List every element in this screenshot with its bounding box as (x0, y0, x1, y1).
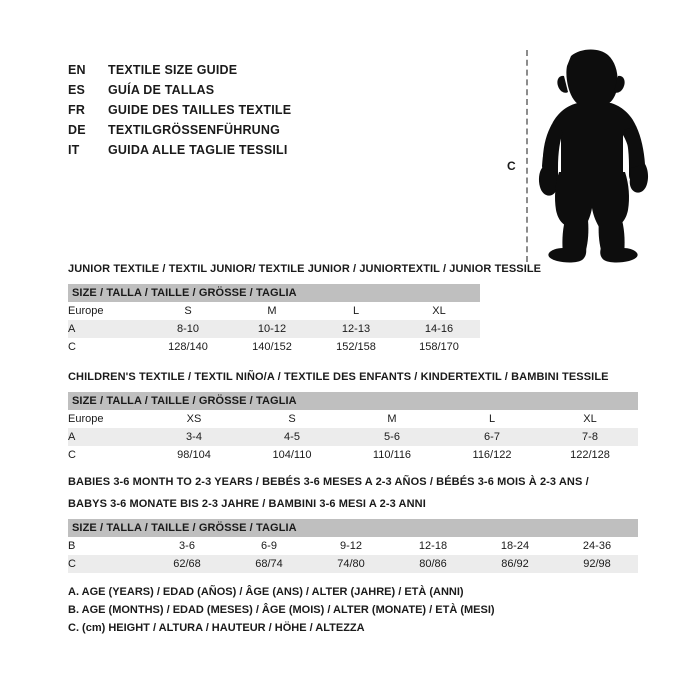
table-row: A 3-4 4-5 5-6 6-7 7-8 (68, 428, 638, 446)
junior-row-label-europe: Europe (68, 302, 146, 320)
children-a-4: 7-8 (542, 428, 638, 446)
children-a-3: 6-7 (442, 428, 542, 446)
children-europe-3: L (442, 410, 542, 428)
babies-row-label-b: B (68, 537, 146, 555)
children-europe-4: XL (542, 410, 638, 428)
babies-b-5: 24-36 (556, 537, 638, 555)
table-band-row: SIZE / TALLA / TAILLE / GRÖSSE / TAGLIA (68, 284, 480, 302)
height-measure-label: C (507, 159, 516, 173)
language-row-es: ES GUÍA DE TALLAS (68, 83, 398, 103)
table-band-row: SIZE / TALLA / TAILLE / GRÖSSE / TAGLIA (68, 519, 638, 537)
section-title-babies-line1: BABIES 3-6 MONTH TO 2-3 YEARS / BEBÉS 3-… (68, 476, 589, 488)
table-row: A 8-10 10-12 12-13 14-16 (68, 320, 480, 338)
children-c-1: 104/110 (242, 446, 342, 464)
language-title-fr: GUIDE DES TAILLES TEXTILE (108, 103, 292, 117)
children-europe-2: M (342, 410, 442, 428)
babies-c-3: 80/86 (392, 555, 474, 573)
junior-a-0: 8-10 (146, 320, 230, 338)
children-row-label-europe: Europe (68, 410, 146, 428)
toddler-silhouette-icon (538, 49, 649, 263)
table-row: C 98/104 104/110 110/116 116/122 122/128 (68, 446, 638, 464)
language-title-es: GUÍA DE TALLAS (108, 83, 215, 97)
junior-size-table: SIZE / TALLA / TAILLE / GRÖSSE / TAGLIA … (68, 284, 480, 356)
table-row: C 62/68 68/74 74/80 80/86 86/92 92/98 (68, 555, 638, 573)
children-a-2: 5-6 (342, 428, 442, 446)
language-code-es: ES (68, 83, 86, 97)
table-band-row: SIZE / TALLA / TAILLE / GRÖSSE / TAGLIA (68, 392, 638, 410)
babies-b-0: 3-6 (146, 537, 228, 555)
babies-c-5: 92/98 (556, 555, 638, 573)
language-row-en: EN TEXTILE SIZE GUIDE (68, 63, 398, 83)
children-c-0: 98/104 (146, 446, 242, 464)
junior-a-3: 14-16 (398, 320, 480, 338)
measurement-legend: A. AGE (YEARS) / EDAD (AÑOS) / ÂGE (ANS)… (68, 583, 568, 637)
junior-c-1: 140/152 (230, 338, 314, 356)
babies-c-1: 68/74 (228, 555, 310, 573)
junior-band-label: SIZE / TALLA / TAILLE / GRÖSSE / TAGLIA (68, 284, 480, 302)
babies-band-label: SIZE / TALLA / TAILLE / GRÖSSE / TAGLIA (68, 519, 638, 537)
language-title-it: GUIDA ALLE TAGLIE TESSILI (108, 143, 288, 157)
section-title-children: CHILDREN'S TEXTILE / TEXTIL NIÑO/A / TEX… (68, 371, 609, 383)
section-babies-textile: BABIES 3-6 MONTH TO 2-3 YEARS / BEBÉS 3-… (68, 475, 638, 573)
junior-c-0: 128/140 (146, 338, 230, 356)
babies-c-0: 62/68 (146, 555, 228, 573)
language-code-fr: FR (68, 103, 86, 117)
section-title-babies-line2: BABYS 3-6 MONATE BIS 2-3 JAHRE / BAMBINI… (68, 498, 426, 510)
babies-c-4: 86/92 (474, 555, 556, 573)
language-row-it: IT GUIDA ALLE TAGLIE TESSILI (68, 143, 398, 163)
language-row-de: DE TEXTILGRÖSSENFÜHRUNG (68, 123, 398, 143)
junior-europe-2: L (314, 302, 398, 320)
table-row: Europe S M L XL (68, 302, 480, 320)
section-junior-textile: JUNIOR TEXTILE / TEXTIL JUNIOR/ TEXTILE … (68, 262, 542, 356)
children-c-3: 116/122 (442, 446, 542, 464)
junior-a-1: 10-12 (230, 320, 314, 338)
babies-c-2: 74/80 (310, 555, 392, 573)
children-row-label-a: A (68, 428, 146, 446)
children-a-1: 4-5 (242, 428, 342, 446)
section-childrens-textile: CHILDREN'S TEXTILE / TEXTIL NIÑO/A / TEX… (68, 370, 638, 464)
children-c-4: 122/128 (542, 446, 638, 464)
babies-size-table: SIZE / TALLA / TAILLE / GRÖSSE / TAGLIA … (68, 519, 638, 573)
babies-b-3: 12-18 (392, 537, 474, 555)
table-row: C 128/140 140/152 152/158 158/170 (68, 338, 480, 356)
junior-c-2: 152/158 (314, 338, 398, 356)
junior-a-2: 12-13 (314, 320, 398, 338)
footnote-a: A. AGE (YEARS) / EDAD (AÑOS) / ÂGE (ANS)… (68, 586, 464, 598)
babies-b-1: 6-9 (228, 537, 310, 555)
children-band-label: SIZE / TALLA / TAILLE / GRÖSSE / TAGLIA (68, 392, 638, 410)
babies-b-4: 18-24 (474, 537, 556, 555)
junior-europe-0: S (146, 302, 230, 320)
junior-europe-3: XL (398, 302, 480, 320)
children-row-label-c: C (68, 446, 146, 464)
language-title-en: TEXTILE SIZE GUIDE (108, 63, 238, 77)
junior-row-label-a: A (68, 320, 146, 338)
language-code-it: IT (68, 143, 80, 157)
children-europe-0: XS (146, 410, 242, 428)
children-size-table: SIZE / TALLA / TAILLE / GRÖSSE / TAGLIA … (68, 392, 638, 464)
children-c-2: 110/116 (342, 446, 442, 464)
language-code-en: EN (68, 63, 86, 77)
table-row: Europe XS S M L XL (68, 410, 638, 428)
junior-row-label-c: C (68, 338, 146, 356)
language-legend: EN TEXTILE SIZE GUIDE ES GUÍA DE TALLAS … (68, 63, 398, 163)
language-title-de: TEXTILGRÖSSENFÜHRUNG (108, 123, 281, 137)
junior-europe-1: M (230, 302, 314, 320)
table-row: B 3-6 6-9 9-12 12-18 18-24 24-36 (68, 537, 638, 555)
language-row-fr: FR GUIDE DES TAILLES TEXTILE (68, 103, 398, 123)
babies-b-2: 9-12 (310, 537, 392, 555)
language-code-de: DE (68, 123, 86, 137)
section-title-junior: JUNIOR TEXTILE / TEXTIL JUNIOR/ TEXTILE … (68, 263, 542, 275)
children-a-0: 3-4 (146, 428, 242, 446)
children-europe-1: S (242, 410, 342, 428)
footnote-c: C. (cm) HEIGHT / ALTURA / HAUTEUR / HÖHE… (68, 622, 365, 634)
height-dashed-line-icon (526, 50, 528, 262)
footnote-b: B. AGE (MONTHS) / EDAD (MESES) / ÂGE (MO… (68, 604, 495, 616)
junior-c-3: 158/170 (398, 338, 480, 356)
babies-row-label-c: C (68, 555, 146, 573)
height-illustration: C (495, 45, 660, 270)
